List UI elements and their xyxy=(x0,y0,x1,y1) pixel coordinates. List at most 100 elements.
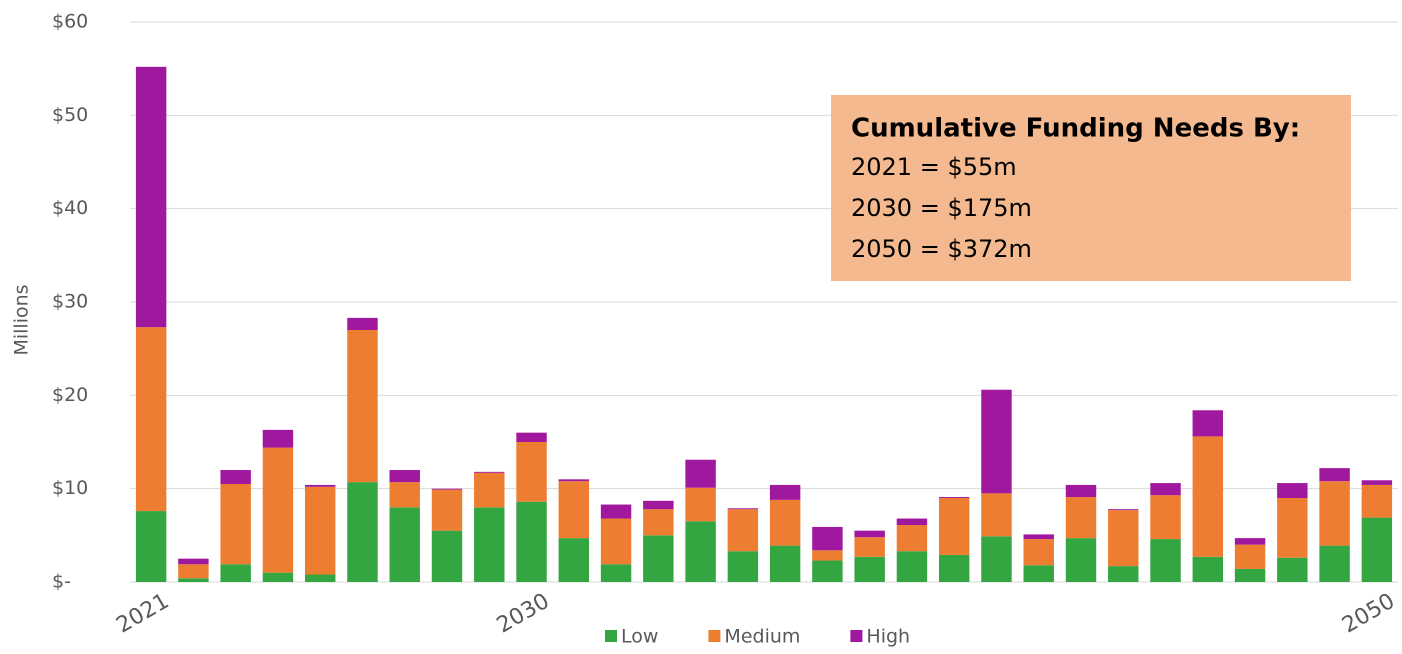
bar-segment xyxy=(1150,483,1181,496)
bar-segment xyxy=(178,578,209,582)
bar-segment xyxy=(812,550,843,561)
annotation-line: 2021 = $55m xyxy=(851,153,1017,181)
annotation-line: 2050 = $372m xyxy=(851,235,1032,263)
bar-segment xyxy=(643,500,674,510)
bar-segment xyxy=(727,551,759,582)
bar-segment xyxy=(1065,484,1097,498)
bar-segment xyxy=(1150,495,1181,540)
bar-segment xyxy=(727,509,759,552)
bar-segment xyxy=(220,484,251,565)
bar-segment xyxy=(1192,410,1224,437)
bar-segment xyxy=(600,518,632,565)
bar-segment xyxy=(558,479,590,482)
bar-segment xyxy=(1108,510,1139,567)
bar-segment xyxy=(1277,498,1308,558)
bar-segment xyxy=(1319,468,1350,482)
bar-segment xyxy=(769,499,801,546)
bar-segment xyxy=(643,509,674,536)
bar-segment xyxy=(1361,517,1393,582)
bar-segment xyxy=(304,486,336,575)
bar-segment xyxy=(854,556,885,582)
bar-segment xyxy=(600,504,632,519)
bar-segment xyxy=(389,507,420,582)
bar-segment xyxy=(304,574,336,582)
bar-segment xyxy=(938,497,970,498)
bar-segment xyxy=(981,536,1012,582)
bar-segment xyxy=(812,560,843,582)
bar-segment xyxy=(1192,436,1224,557)
bar-segment xyxy=(178,564,209,579)
bar-segment xyxy=(685,459,716,488)
bar-segment xyxy=(981,389,1012,494)
bar-segment xyxy=(262,447,294,573)
y-tick-label: $- xyxy=(52,571,71,593)
bar-segment xyxy=(516,442,547,502)
bar-segment xyxy=(347,482,378,582)
bar-segment xyxy=(1319,481,1350,546)
bar-segment xyxy=(854,537,885,557)
bar-segment xyxy=(389,482,420,508)
bar-segment xyxy=(178,558,209,565)
bar-segment xyxy=(1108,566,1139,582)
y-tick-label: $10 xyxy=(52,477,88,499)
y-tick-label: $40 xyxy=(52,197,88,219)
bar-segment xyxy=(1234,538,1266,545)
bar-segment xyxy=(304,484,336,487)
legend-label: Medium xyxy=(724,626,800,648)
bar-segment xyxy=(812,526,843,551)
bar-segment xyxy=(135,327,167,512)
bar-segment xyxy=(135,511,167,582)
bar-segment xyxy=(896,551,928,582)
x-tick-label: 2021 xyxy=(112,589,173,639)
bar-segment xyxy=(727,508,759,510)
bar-segment xyxy=(1150,539,1181,582)
x-tick-label: 2030 xyxy=(493,589,554,639)
bar-segment xyxy=(474,471,505,473)
bar-segment xyxy=(1023,534,1054,540)
bar-segment xyxy=(1361,480,1393,485)
bar-segment xyxy=(1234,568,1266,582)
bar-segment xyxy=(262,429,294,448)
bar-segment xyxy=(896,525,928,552)
y-axis-label: Millions xyxy=(11,284,33,355)
bar-segment xyxy=(431,488,463,490)
bar-segment xyxy=(220,564,251,582)
bar-segment xyxy=(1023,565,1054,582)
bar-segment xyxy=(558,538,590,582)
bar-segment xyxy=(431,530,463,582)
y-tick-label: $30 xyxy=(52,291,88,313)
y-tick-label: $20 xyxy=(52,384,88,406)
bar-segment xyxy=(347,317,378,330)
y-tick-label: $60 xyxy=(52,11,88,33)
bar-segment xyxy=(262,572,294,582)
annotation-box xyxy=(831,95,1351,281)
bar-segment xyxy=(854,530,885,538)
bar-segment xyxy=(1234,544,1266,569)
bar-segment xyxy=(1065,538,1097,582)
bar-segment xyxy=(1277,557,1308,582)
legend-swatch xyxy=(605,630,617,642)
bar-segment xyxy=(431,489,463,531)
bar-segment xyxy=(896,518,928,526)
bar-segment xyxy=(769,484,801,500)
legend-swatch xyxy=(708,630,721,642)
bar-segment xyxy=(938,554,970,582)
bar-segment xyxy=(474,507,505,582)
y-tick-label: $50 xyxy=(52,104,88,126)
legend-swatch xyxy=(850,630,863,642)
bar-segment xyxy=(516,501,547,582)
bar-segment xyxy=(1192,556,1224,582)
bar-segment xyxy=(685,487,716,522)
bar-segment xyxy=(769,545,801,582)
bar-segment xyxy=(685,521,716,582)
x-tick-label: 2050 xyxy=(1338,589,1399,639)
bar-segment xyxy=(474,472,505,508)
legend-label: High xyxy=(866,626,910,648)
bar-segment xyxy=(516,432,547,442)
annotation-line: 2030 = $175m xyxy=(851,194,1032,222)
bar-segment xyxy=(938,498,970,555)
legend-label: Low xyxy=(621,626,658,648)
annotation-title: Cumulative Funding Needs By: xyxy=(851,114,1300,144)
bar-segment xyxy=(1319,545,1350,582)
